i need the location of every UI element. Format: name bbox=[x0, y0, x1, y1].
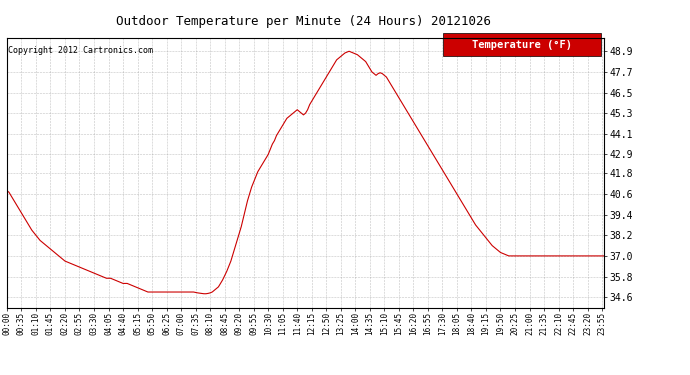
Text: Temperature (°F): Temperature (°F) bbox=[472, 40, 572, 50]
Text: Copyright 2012 Cartronics.com: Copyright 2012 Cartronics.com bbox=[8, 46, 153, 55]
Text: Outdoor Temperature per Minute (24 Hours) 20121026: Outdoor Temperature per Minute (24 Hours… bbox=[116, 15, 491, 28]
FancyBboxPatch shape bbox=[442, 33, 601, 56]
